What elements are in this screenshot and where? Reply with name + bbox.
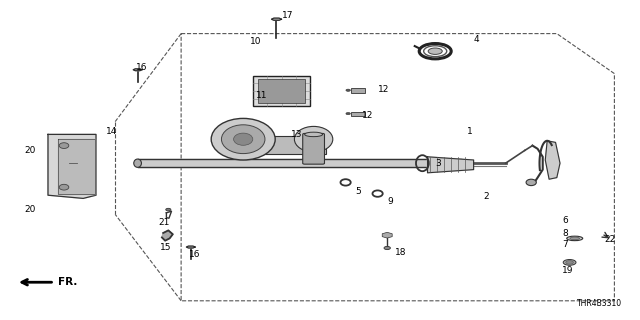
Text: 14: 14 [106,127,117,136]
Text: 15: 15 [160,244,172,252]
Text: 18: 18 [395,248,406,257]
Ellipse shape [166,208,171,211]
Text: 20: 20 [24,205,36,214]
Text: 11: 11 [256,92,268,100]
Text: 3: 3 [435,159,441,168]
Ellipse shape [563,260,576,265]
Text: 17: 17 [282,12,293,20]
Polygon shape [186,246,195,248]
Ellipse shape [305,132,323,137]
Text: THR4B3310: THR4B3310 [577,299,622,308]
Polygon shape [545,141,560,179]
Text: 20: 20 [24,146,36,155]
Text: 22: 22 [605,236,616,244]
Ellipse shape [346,112,351,115]
Text: FR.: FR. [58,277,77,287]
FancyBboxPatch shape [253,76,310,106]
Ellipse shape [60,184,69,190]
Ellipse shape [134,159,141,167]
Polygon shape [48,134,96,198]
Polygon shape [271,18,282,20]
Text: 16: 16 [136,63,147,72]
Ellipse shape [570,237,580,240]
FancyBboxPatch shape [351,112,365,116]
Ellipse shape [221,125,265,154]
Ellipse shape [566,260,573,264]
Text: 4: 4 [474,36,479,44]
Text: 10: 10 [250,37,261,46]
Ellipse shape [211,118,275,160]
Text: 2: 2 [483,192,489,201]
Text: 19: 19 [562,266,573,275]
Polygon shape [162,230,173,241]
Ellipse shape [428,48,442,54]
FancyBboxPatch shape [243,136,326,154]
Text: 6: 6 [562,216,568,225]
Text: 9: 9 [387,197,393,206]
Ellipse shape [294,126,333,152]
Text: 5: 5 [355,188,361,196]
Ellipse shape [384,246,390,250]
Text: 16: 16 [189,250,200,259]
FancyBboxPatch shape [351,88,365,93]
Ellipse shape [567,236,583,241]
FancyBboxPatch shape [258,79,305,103]
Polygon shape [58,139,95,194]
Ellipse shape [526,179,536,186]
Text: 12: 12 [362,111,373,120]
Polygon shape [428,157,474,173]
Ellipse shape [234,133,253,145]
Text: 13: 13 [291,130,303,139]
FancyBboxPatch shape [303,133,324,164]
Text: 12: 12 [378,85,389,94]
Text: 1: 1 [467,127,473,136]
Text: 7: 7 [562,240,568,249]
Ellipse shape [346,89,351,92]
Text: 8: 8 [562,229,568,238]
Text: 21: 21 [159,218,170,227]
Ellipse shape [60,143,69,148]
Polygon shape [133,69,142,71]
